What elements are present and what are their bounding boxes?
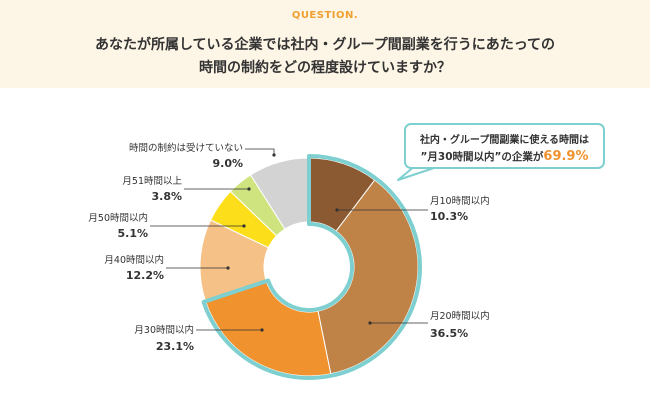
question-title-line-1: あなたが所属している企業では社内・グループ間副業を行うにあたっての bbox=[94, 37, 556, 53]
donut-slices bbox=[199, 157, 419, 377]
slice-labels: 月10時間以内 10.3% 月20時間以内 36.5% 月30時間以内 23.1% 月40時… bbox=[88, 142, 489, 353]
highlight-outline bbox=[201, 154, 422, 380]
leader-dot-3 bbox=[260, 328, 264, 332]
slice-value-1: 10.3% bbox=[430, 210, 468, 223]
leader-dot-7 bbox=[272, 153, 276, 157]
question-label: QUESTION. bbox=[291, 10, 359, 21]
leader-lines bbox=[150, 148, 428, 332]
slice-label-4: 月40時間以内 bbox=[104, 254, 164, 266]
leader-line-7 bbox=[245, 148, 275, 155]
question-title-line-2: 時間の制約をどの程度設けていますか？ bbox=[199, 60, 451, 76]
leader-dot-6 bbox=[247, 187, 251, 191]
leader-dot-5 bbox=[242, 224, 246, 228]
callout-line-1: 社内・グループ間副業に使える時間は bbox=[419, 135, 590, 146]
leader-dot-4 bbox=[226, 266, 230, 270]
leader-dot-1 bbox=[335, 208, 339, 212]
leader-dot-2 bbox=[368, 321, 372, 325]
slice-value-6: 3.8% bbox=[151, 190, 182, 203]
slice-label-1: 月10時間以内 bbox=[430, 195, 490, 207]
slice-value-2: 36.5% bbox=[430, 327, 468, 340]
callout-line-2: ”月30時間以内”の企業が69.9% bbox=[406, 149, 603, 164]
slice-label-6: 月51時間以上 bbox=[122, 176, 182, 187]
callout-percentage: 69.9% bbox=[543, 149, 589, 164]
slice-value-3: 23.1% bbox=[156, 340, 194, 353]
callout-line-2-prefix: ”月30時間以内”の企業が bbox=[420, 151, 544, 163]
slice-label-5: 月50時間以内 bbox=[88, 212, 148, 224]
slice-value-4: 12.2% bbox=[126, 269, 164, 282]
question-header: QUESTION. あなたが所属している企業では社内・グループ間副業を行うにあた… bbox=[0, 0, 650, 88]
slice-value-5: 5.1% bbox=[117, 227, 148, 240]
slice-label-7: 時間の制約は受けていない bbox=[129, 142, 243, 154]
slice-value-7: 9.0% bbox=[212, 157, 243, 170]
slice-label-3: 月30時間以内 bbox=[134, 324, 194, 336]
callout-tail bbox=[397, 165, 441, 181]
slice-label-2: 月20時間以内 bbox=[430, 310, 490, 322]
highlight-callout: 社内・グループ間副業に使える時間は ”月30時間以内”の企業が69.9% bbox=[404, 123, 605, 169]
